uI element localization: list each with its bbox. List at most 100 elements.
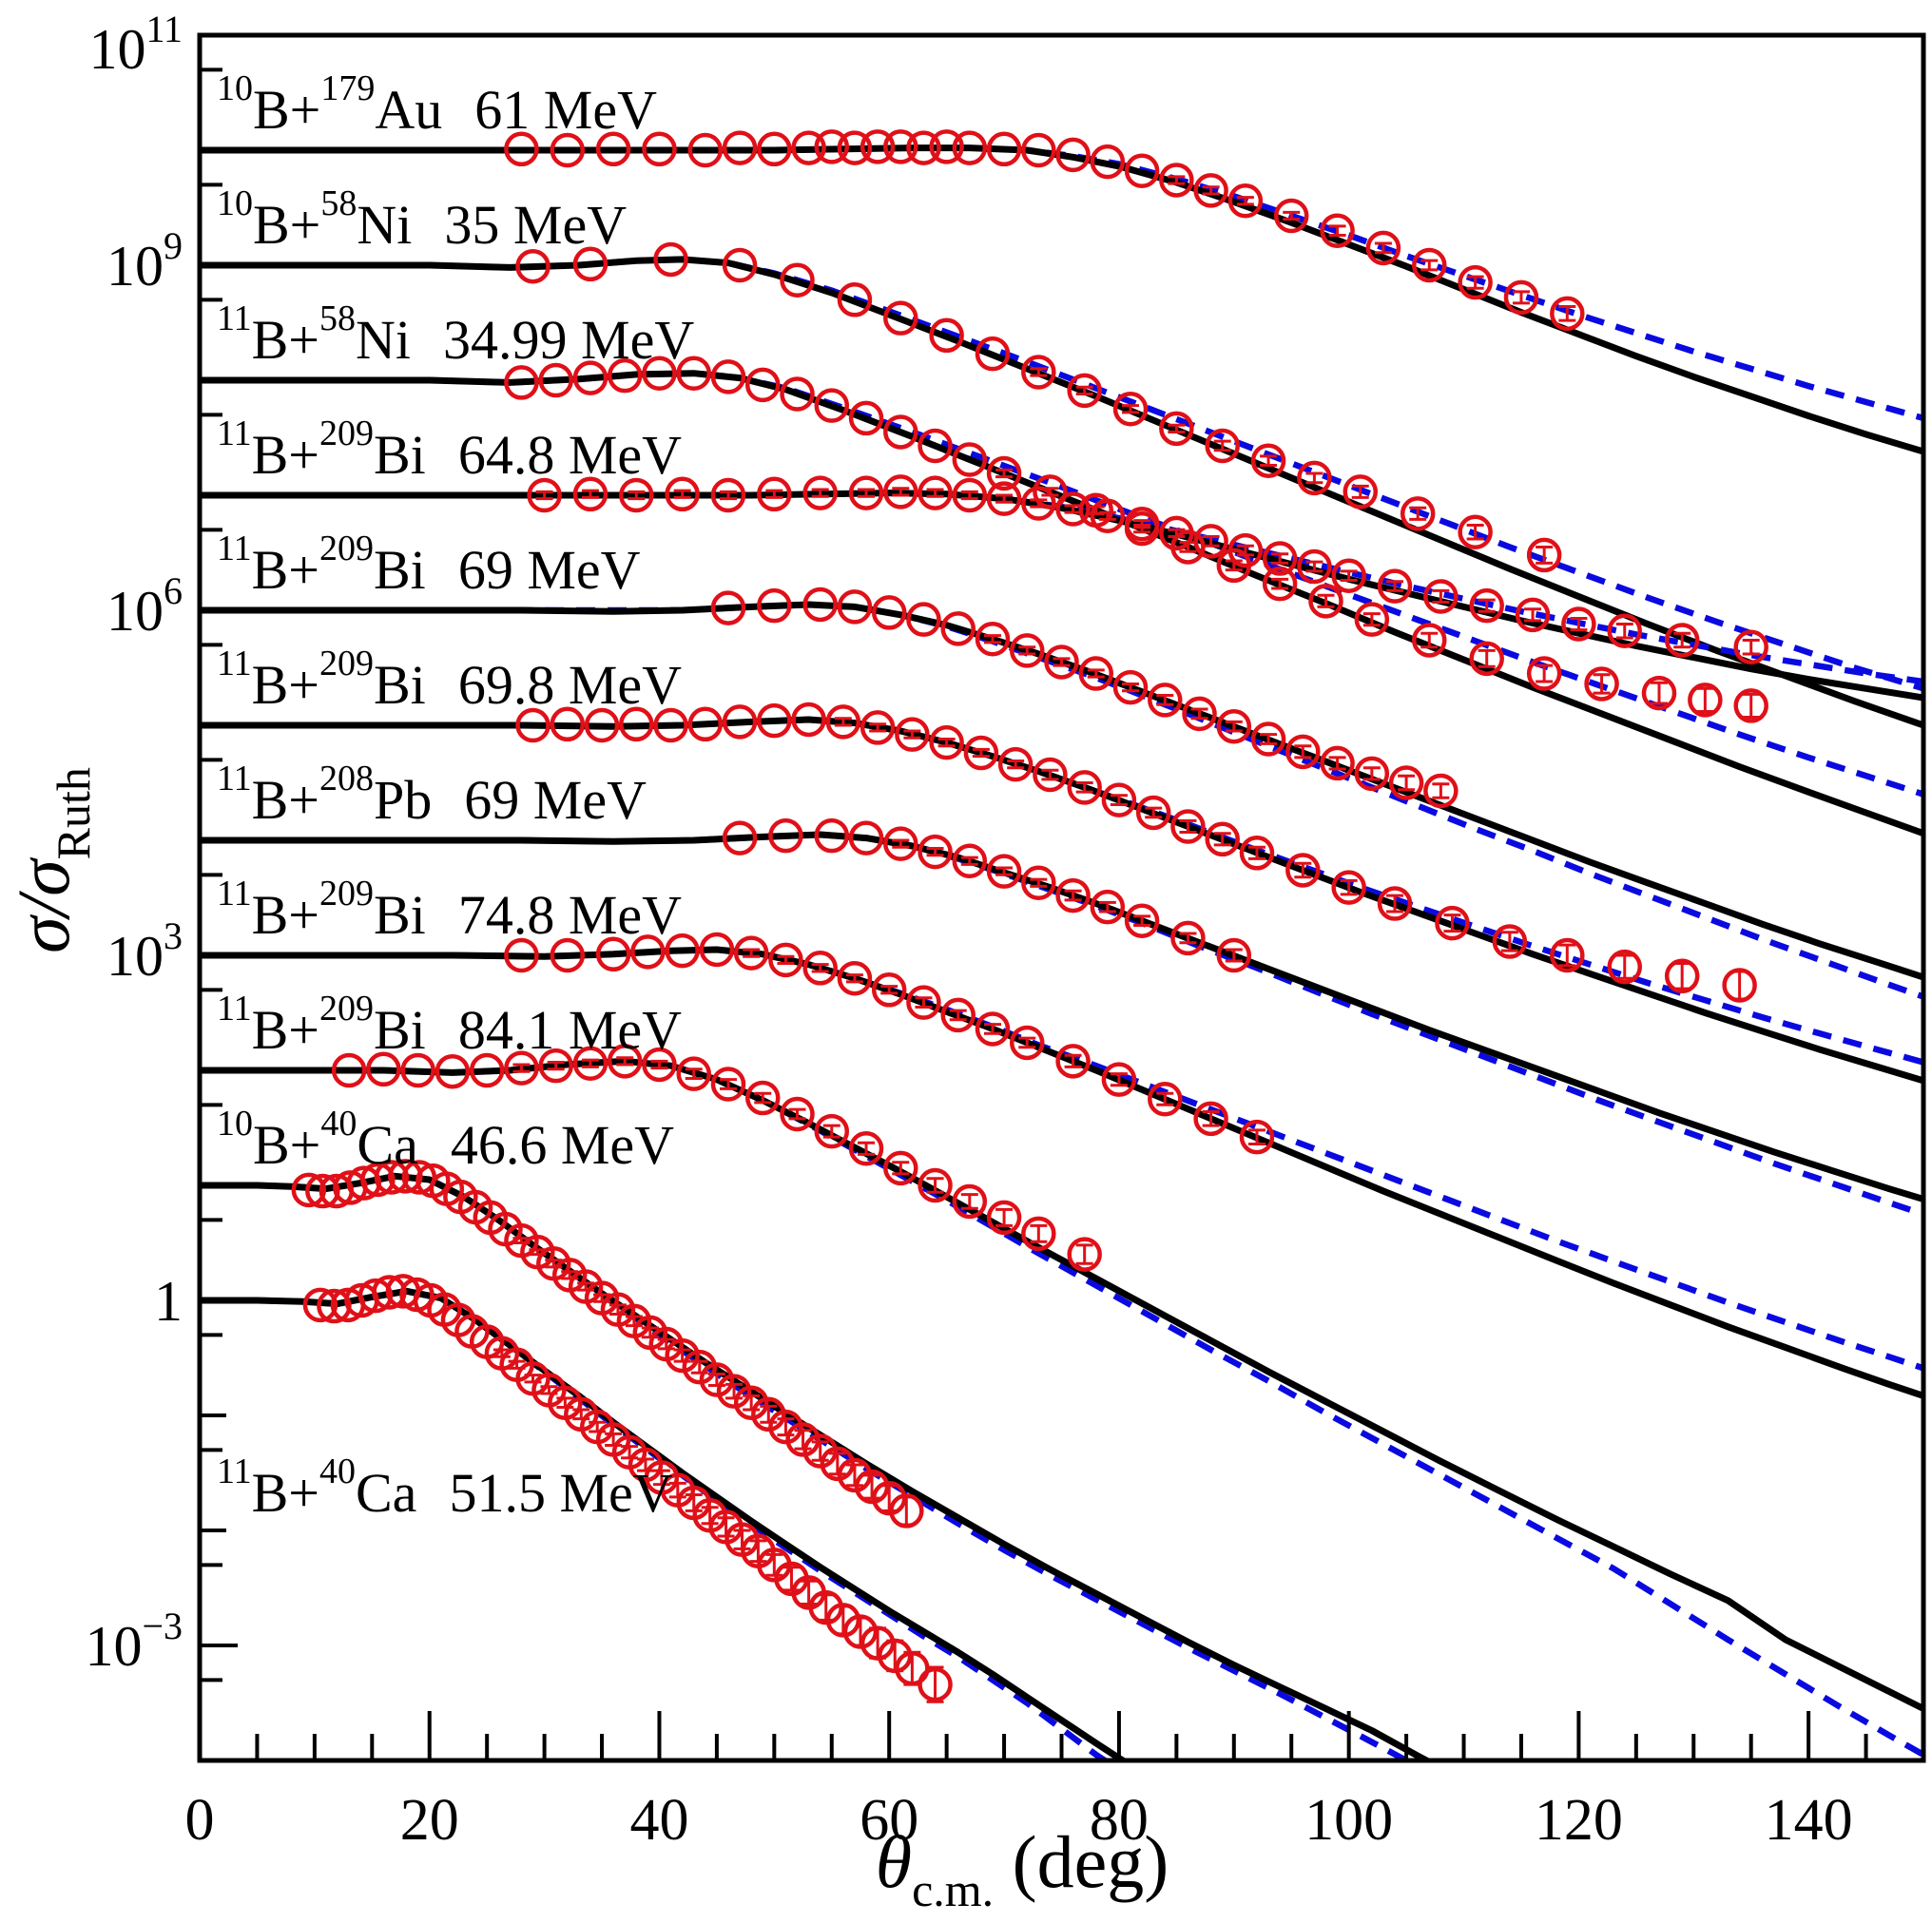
data-point — [1009, 1025, 1045, 1061]
data-point — [1423, 579, 1459, 614]
data-point — [1331, 558, 1366, 593]
data-point — [791, 130, 826, 165]
data-point — [710, 1067, 746, 1102]
data-point — [837, 960, 873, 996]
data-point — [883, 300, 918, 336]
data-point — [1033, 757, 1068, 793]
data-point — [1067, 1237, 1102, 1272]
data-point — [802, 475, 838, 510]
data-point — [722, 130, 758, 165]
y-tick-label: 103 — [106, 914, 183, 988]
data-point — [687, 706, 724, 742]
data-point — [986, 481, 1022, 516]
data-point — [883, 1150, 918, 1186]
data-point — [665, 933, 700, 969]
data-point — [1009, 633, 1045, 668]
data-point — [550, 132, 586, 168]
data-point — [1365, 230, 1401, 266]
series-10B-179Au-61 — [200, 144, 1923, 455]
data-point — [1067, 770, 1102, 805]
data-point — [906, 602, 941, 637]
data-point — [975, 622, 1011, 657]
data-point — [699, 932, 735, 968]
data-point — [1227, 532, 1264, 568]
data-point — [952, 477, 988, 513]
data-11B-209Bi-64.8 — [527, 474, 1768, 664]
data-point — [1308, 584, 1343, 619]
data-point — [883, 129, 918, 164]
data-11B-209Bi-69 — [710, 587, 1459, 809]
data-point — [986, 854, 1022, 889]
data-point — [676, 1056, 711, 1091]
data-point — [607, 357, 643, 394]
data-point — [768, 817, 803, 854]
data-point — [722, 704, 758, 740]
data-point — [1090, 498, 1126, 534]
series-label-10B-58Ni-35: 10B+58Ni 35 MeV — [217, 183, 627, 256]
data-point — [757, 131, 792, 167]
data-point — [1503, 279, 1539, 316]
data-point — [653, 241, 688, 278]
data-point — [1205, 428, 1240, 464]
data-point — [1067, 373, 1102, 409]
data-point — [1227, 183, 1264, 219]
data-point — [687, 132, 724, 168]
data-point — [848, 475, 884, 510]
series-label-10B-179Au-61: 10B+179Au 61 MeV — [217, 68, 657, 141]
data-point — [1285, 853, 1321, 888]
data-point — [1262, 541, 1298, 576]
x-tick-label: 60 — [860, 1788, 918, 1853]
data-point — [642, 1047, 677, 1083]
data-point — [1124, 903, 1160, 938]
data-point — [780, 262, 815, 298]
data-point — [1159, 411, 1194, 447]
data-point — [757, 587, 792, 624]
data-point — [842, 1614, 879, 1649]
series-labels: 10B+179Au 61 MeV 10B+58Ni 35 MeV 11B+58Ni 34.… — [217, 68, 694, 1524]
data-11B-208Pb-69 — [722, 817, 1252, 973]
data-point — [986, 1200, 1022, 1236]
data-point — [1331, 870, 1366, 905]
data-point — [1435, 905, 1470, 941]
data-point — [374, 1160, 410, 1195]
data-point — [975, 336, 1011, 372]
data-point — [607, 1044, 643, 1079]
data-point — [710, 477, 746, 513]
data-point — [814, 1113, 850, 1149]
data-point — [1078, 656, 1114, 691]
data-point — [1112, 669, 1149, 705]
data-point — [802, 951, 838, 986]
x-tick-label: 40 — [629, 1788, 688, 1853]
data-point — [883, 474, 918, 510]
data-point — [372, 1275, 407, 1310]
data-point — [360, 1162, 396, 1198]
data-point — [802, 1433, 838, 1469]
data-point — [400, 1052, 435, 1088]
data-point — [1412, 623, 1447, 658]
data-point — [1733, 629, 1768, 664]
data-point — [837, 282, 873, 317]
data-point — [733, 1385, 769, 1420]
data-point — [1193, 173, 1228, 208]
data-point — [929, 317, 964, 354]
data-point — [527, 477, 562, 513]
data-point — [572, 360, 609, 395]
data-point — [538, 362, 573, 398]
data-point — [1033, 474, 1068, 510]
data-point — [780, 1096, 815, 1132]
data-point — [1055, 491, 1091, 527]
data-point — [1021, 355, 1056, 390]
data-point — [940, 611, 976, 646]
data-point — [1021, 132, 1056, 168]
data-point — [665, 476, 700, 512]
data-point — [1239, 1119, 1275, 1155]
data-point — [515, 248, 551, 284]
data-point — [302, 1287, 338, 1323]
data-point — [1101, 1062, 1137, 1097]
data-point — [710, 590, 746, 625]
series-label-11B-209Bi-69: 11B+209Bi 69 MeV — [217, 529, 641, 601]
data-point — [716, 1374, 752, 1409]
data-point — [975, 1011, 1011, 1047]
data-point — [744, 1080, 781, 1116]
